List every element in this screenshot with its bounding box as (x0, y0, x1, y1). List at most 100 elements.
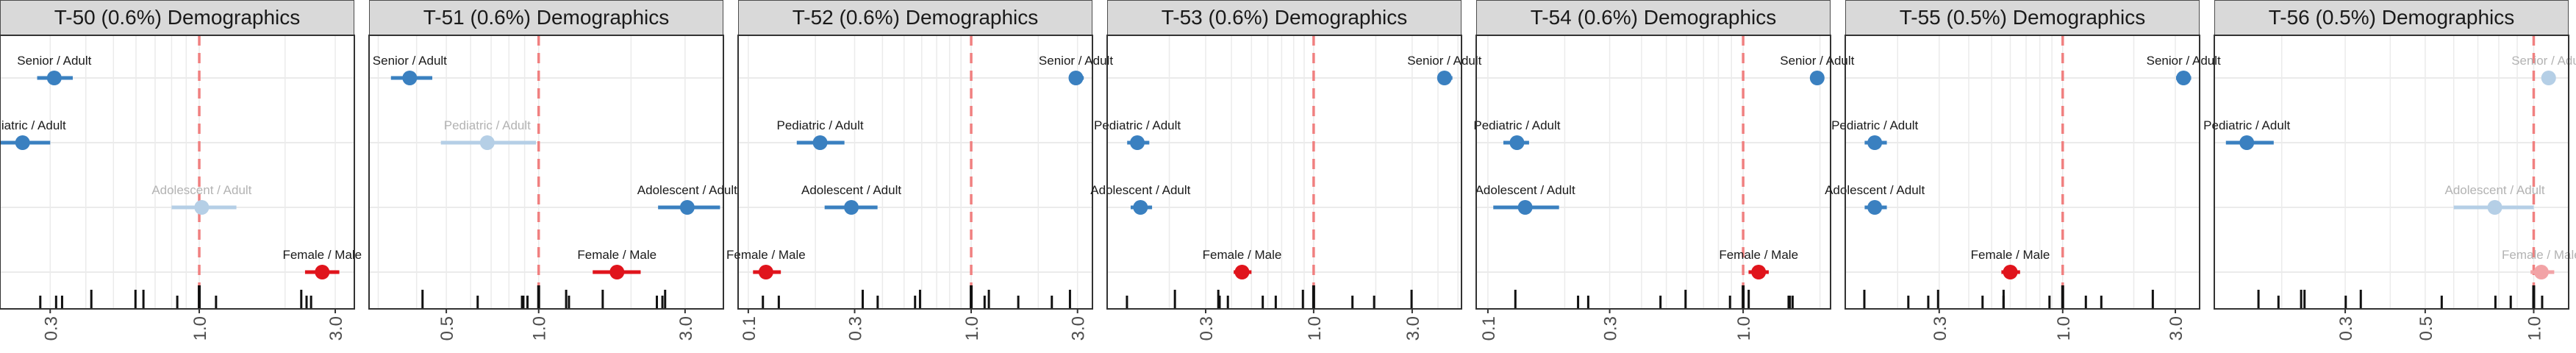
point-estimate (315, 265, 330, 279)
point-label: Female / Male (1203, 248, 1282, 262)
facet-title: T-51 (0.6%) Demographics (423, 6, 670, 29)
plot-area: Senior / Adult Pediatric / Adult Adolescen… (0, 35, 362, 340)
facet-title: T-52 (0.6%) Demographics (792, 6, 1039, 29)
x-tick-label: 0.3 (1601, 316, 1621, 340)
point-label: Female / Male (726, 248, 806, 262)
point-label: Senior / Adult (1780, 54, 1854, 68)
point-label: Female / Male (282, 248, 362, 262)
x-tick-label: 0.1 (1479, 316, 1499, 340)
plot-area: Senior / Adult Pediatric / Adult Adolescen… (1473, 35, 1855, 340)
point-estimate (1809, 71, 1825, 85)
point-label: Pediatric / Adult (444, 118, 531, 132)
point-estimate (2487, 200, 2502, 215)
x-tick-label: 1.0 (2525, 316, 2544, 340)
facet-panel: T-54 (0.6%) Demographics Senior / Adult Pe… (1473, 0, 1855, 340)
point-label: Adolescent / Adult (801, 183, 901, 197)
plot-frame (1475, 35, 1831, 310)
x-tick-label: 1.0 (962, 316, 982, 340)
x-tick-label: 0.3 (1197, 316, 1217, 340)
point-estimate (1234, 265, 1250, 279)
point-estimate (1133, 200, 1148, 215)
facet-strip: T-51 (0.6%) Demographics (369, 0, 723, 35)
facet-strip: T-53 (0.6%) Demographics (1107, 0, 1461, 35)
plot-frame (737, 35, 1093, 310)
facet-title: T-53 (0.6%) Demographics (1161, 6, 1408, 29)
facet-panel: T-52 (0.6%) Demographics Senior / Adult Pe… (726, 0, 1113, 340)
point-label: Senior / Adult (2147, 54, 2221, 68)
point-label: Senior / Adult (17, 54, 91, 68)
x-tick-label: 0.3 (41, 316, 61, 340)
point-label: Adolescent / Adult (151, 183, 251, 197)
point-label: Senior / Adult (2511, 54, 2576, 68)
x-tick-label: 0.5 (437, 316, 457, 340)
x-tick-label: 0.1 (740, 316, 759, 340)
plot-frame (2214, 35, 2569, 310)
point-estimate (402, 71, 418, 85)
facet-strip: T-50 (0.6%) Demographics (0, 0, 354, 35)
plot-area: Senior / Adult Pediatric / Adult Adolescen… (1825, 35, 2221, 340)
point-label: Adolescent / Adult (1475, 183, 1575, 197)
point-estimate (1867, 135, 1883, 150)
point-label: Female / Male (1971, 248, 2050, 262)
plot-frame (368, 35, 724, 310)
x-tick-label: 0.3 (846, 316, 866, 340)
facet-title: T-55 (0.5%) Demographics (1899, 6, 2146, 29)
point-estimate (758, 265, 773, 279)
facet-panel: T-50 (0.6%) Demographics Senior / Adult Pe… (0, 0, 362, 340)
point-estimate (2176, 71, 2192, 85)
point-label: Pediatric / Adult (777, 118, 864, 132)
x-tick-label: 3.0 (1403, 316, 1423, 340)
point-label: Adolescent / Adult (1825, 183, 1925, 197)
point-estimate (812, 135, 828, 150)
facet-title: T-50 (0.6%) Demographics (54, 6, 301, 29)
point-estimate (479, 135, 495, 150)
point-estimate (1130, 135, 1145, 150)
facet-strip: T-56 (0.5%) Demographics (2214, 0, 2569, 35)
facet-strip: T-52 (0.6%) Demographics (738, 0, 1092, 35)
plot-area: Senior / Adult Pediatric / Adult Adolescen… (726, 35, 1113, 340)
point-label: Adolescent / Adult (637, 183, 737, 197)
point-estimate (2003, 265, 2018, 279)
x-tick-label: 0.5 (2416, 316, 2436, 340)
plot-frame (1845, 35, 2200, 310)
x-tick-label: 0.3 (2336, 316, 2356, 340)
facet-panel: T-55 (0.5%) Demographics Senior / Adult Pe… (1825, 0, 2221, 340)
point-label: Senior / Adult (1039, 54, 1113, 68)
point-label: Female / Male (1719, 248, 1798, 262)
facet-panel: T-53 (0.6%) Demographics Senior / Adult Pe… (1090, 0, 1482, 340)
point-estimate (46, 71, 62, 85)
point-estimate (1517, 200, 1533, 215)
point-estimate (1437, 71, 1452, 85)
facet-strip: T-54 (0.6%) Demographics (1476, 0, 1831, 35)
plot-area: Senior / Adult Pediatric / Adult Adolescen… (368, 35, 737, 340)
point-estimate (1751, 265, 1767, 279)
facet-strip: T-55 (0.5%) Demographics (1845, 0, 2200, 35)
point-label: Pediatric / Adult (1831, 118, 1918, 132)
plot-area: Senior / Adult Pediatric / Adult Adolescen… (2203, 35, 2576, 340)
x-tick-label: 1.0 (190, 316, 210, 340)
x-tick-label: 3.0 (2167, 316, 2186, 340)
x-tick-label: 3.0 (676, 316, 696, 340)
plot-frame (1106, 35, 1462, 310)
facet-panel: T-51 (0.6%) Demographics Senior / Adult Pe… (368, 0, 737, 340)
point-label: Pediatric / Adult (1473, 118, 1560, 132)
point-label: Senior / Adult (1407, 54, 1481, 68)
x-tick-label: 1.0 (1734, 316, 1754, 340)
point-estimate (609, 265, 625, 279)
point-estimate (194, 200, 210, 215)
point-estimate (1068, 71, 1084, 85)
x-tick-label: 3.0 (1069, 316, 1089, 340)
point-estimate (844, 200, 859, 215)
x-tick-label: 1.0 (2054, 316, 2074, 340)
point-label: Female / Male (577, 248, 656, 262)
point-label: Pediatric / Adult (2203, 118, 2290, 132)
facet-title: T-56 (0.5%) Demographics (2268, 6, 2515, 29)
x-tick-label: 3.0 (326, 316, 346, 340)
point-label: Pediatric / Adult (1094, 118, 1181, 132)
facet-panel: T-56 (0.5%) Demographics Senior / Adult Pe… (2203, 0, 2576, 340)
point-estimate (2541, 71, 2556, 85)
point-label: Senior / Adult (373, 54, 447, 68)
point-estimate (2533, 265, 2549, 279)
point-estimate (679, 200, 695, 215)
plot-frame (0, 35, 355, 310)
